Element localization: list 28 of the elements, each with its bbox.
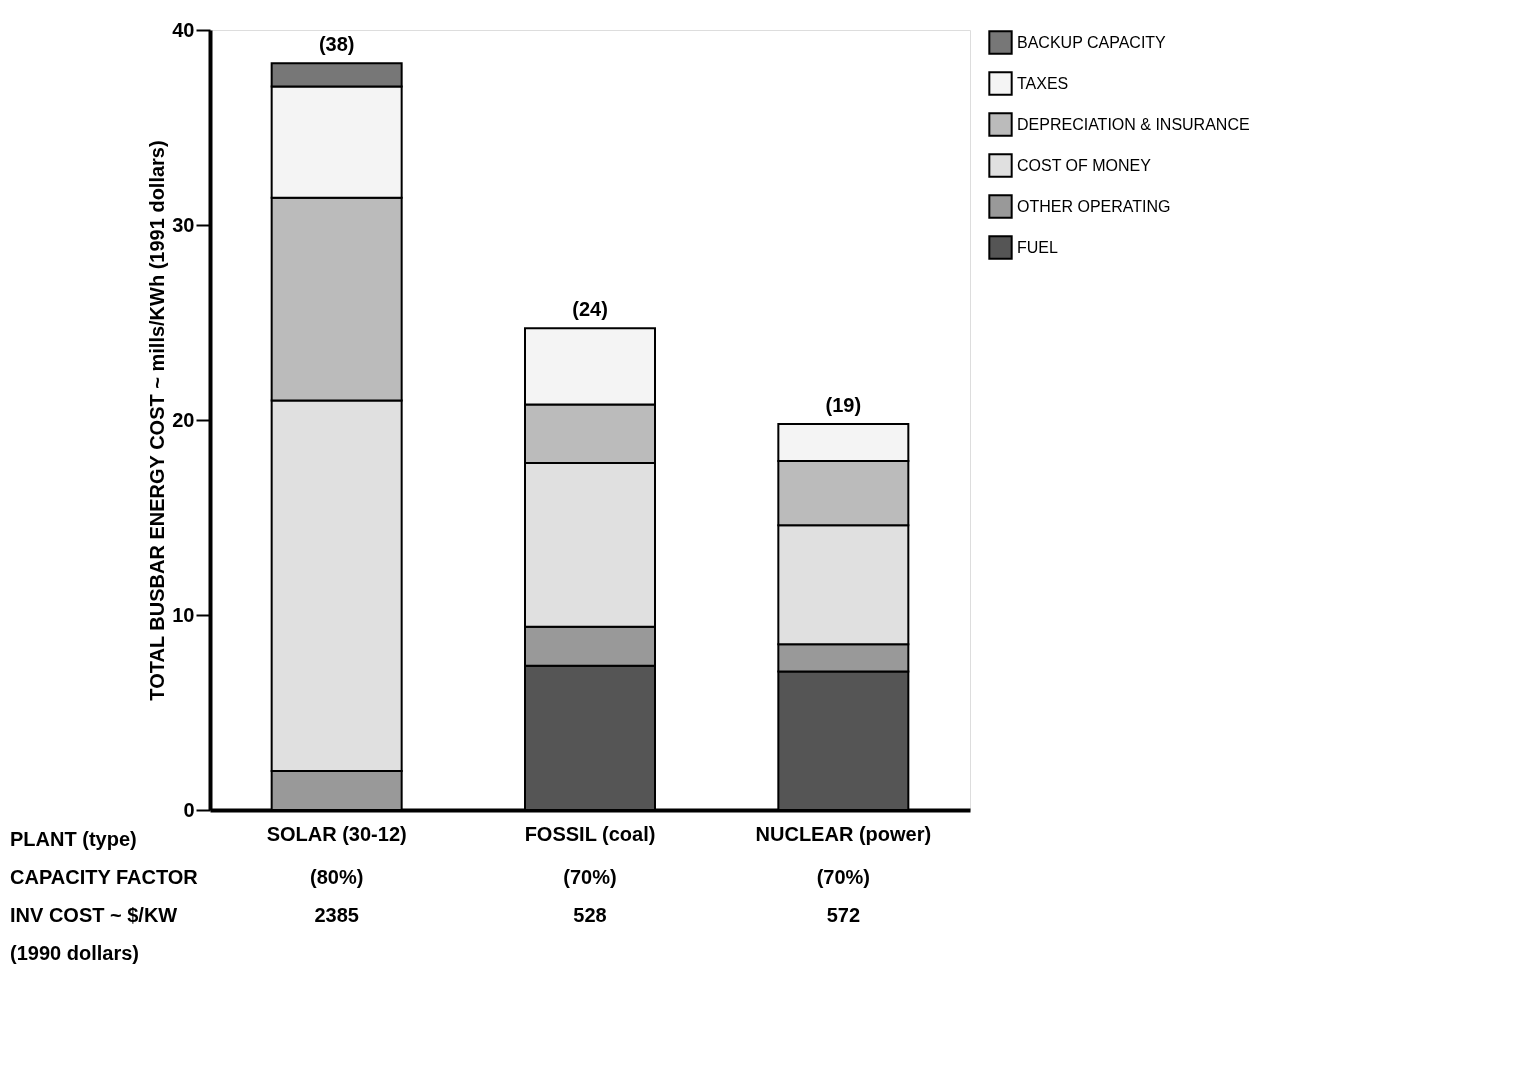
- x-tick-label: NUCLEAR (power): [755, 822, 932, 845]
- text: 528: [573, 904, 607, 926]
- legend-label: FUEL: [1017, 238, 1058, 256]
- text: (80%): [309, 866, 364, 888]
- legend-label: COST OF MONEY: [1017, 156, 1152, 174]
- legend-label: BACKUP CAPACITY: [1017, 33, 1167, 51]
- y-tick-label: 10: [172, 603, 195, 626]
- text: 572: [826, 904, 861, 926]
- total-label: (24): [572, 298, 608, 321]
- text: (70%): [563, 866, 617, 888]
- y-axis-title: TOTAL BUSBAR ENERGY COST ~ mills/KWh (1991 dollars): [146, 140, 169, 701]
- y-tick-label: 0: [183, 798, 195, 821]
- text: 2385: [314, 904, 359, 926]
- text: INV COST ~ $/KW: [10, 904, 178, 926]
- text: (70%): [816, 866, 871, 888]
- legend-label: TAXES: [1017, 74, 1069, 92]
- text: PLANT (type): [10, 828, 137, 850]
- text: CAPACITY FACTOR: [10, 866, 199, 888]
- y-tick-label: 30: [172, 213, 195, 236]
- y-tick-label: 40: [172, 18, 195, 41]
- x-tick-label: SOLAR (30-12): [266, 822, 407, 845]
- total-label: (19): [825, 393, 862, 416]
- total-label: (38): [318, 33, 355, 56]
- x-tick-label: FOSSIL (coal): [524, 822, 656, 845]
- y-tick-label: 20: [172, 408, 195, 431]
- legend-label: DEPRECIATION & INSURANCE: [1017, 115, 1250, 133]
- text: (1990 dollars): [10, 942, 139, 964]
- legend-label: OTHER OPERATING: [1017, 197, 1171, 215]
